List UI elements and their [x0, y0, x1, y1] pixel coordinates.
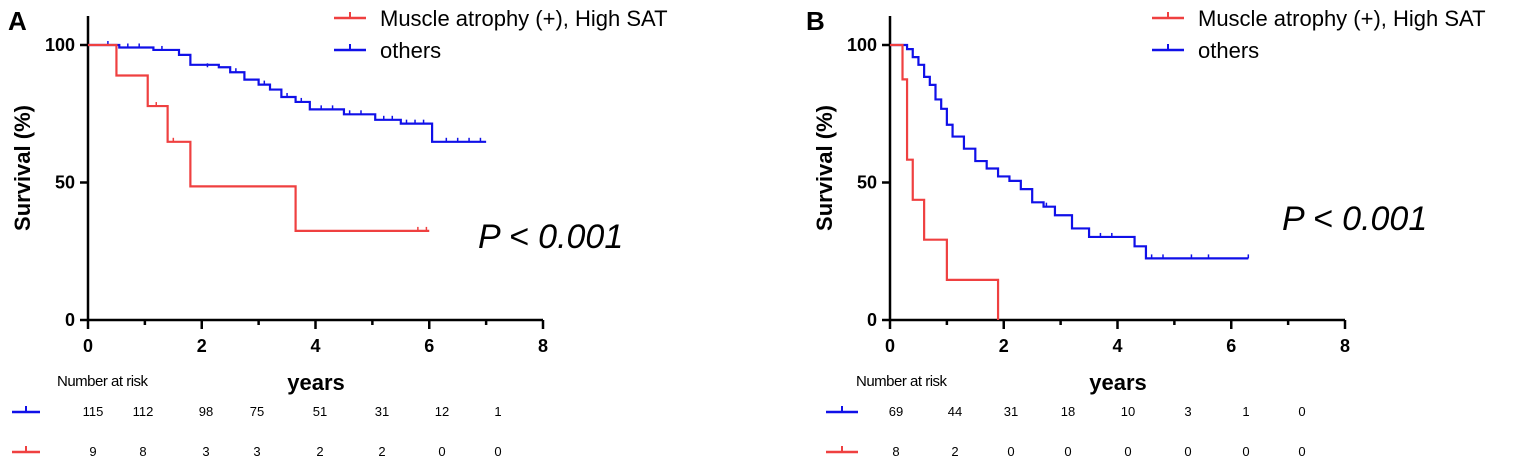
risk-count: 0: [1007, 444, 1014, 459]
y-tick-label: 0: [65, 310, 75, 330]
legend-entry: Muscle atrophy (+), High SAT: [380, 6, 668, 31]
risk-count: 3: [253, 444, 260, 459]
risk-count: 3: [202, 444, 209, 459]
risk-count: 0: [494, 444, 501, 459]
x-tick-label: 4: [1112, 336, 1122, 356]
legend-entry: others: [380, 38, 441, 63]
risk-count: 31: [1004, 404, 1018, 419]
legend: Muscle atrophy (+), High SAT others: [1152, 6, 1486, 63]
y-axis-label: Survival (%): [812, 105, 837, 231]
x-tick-label: 8: [1340, 336, 1350, 356]
risk-count: 44: [948, 404, 962, 419]
x-tick-label: 2: [197, 336, 207, 356]
x-tick-label: 6: [424, 336, 434, 356]
x-axis-label: years: [1089, 370, 1147, 395]
survival-curve-others: [890, 43, 1249, 260]
legend-entry: Muscle atrophy (+), High SAT: [1198, 6, 1486, 31]
y-tick-label: 50: [55, 173, 75, 193]
risk-count: 8: [139, 444, 146, 459]
legend-entry: others: [1198, 38, 1259, 63]
risk-count: 10: [1121, 404, 1135, 419]
p-value: P < 0.001: [1282, 200, 1427, 238]
panel-label: B: [806, 6, 825, 36]
risk-count: 9: [89, 444, 96, 459]
p-value: P < 0.001: [478, 218, 623, 256]
risk-count: 18: [1061, 404, 1075, 419]
risk-count: 69: [889, 404, 903, 419]
risk-count: 112: [133, 404, 154, 419]
risk-count: 31: [375, 404, 389, 419]
risk-table-title: Number at risk: [856, 373, 948, 390]
survival-curve-atrophy: [88, 43, 430, 232]
risk-count: 0: [1184, 444, 1191, 459]
risk-count: 1: [1242, 404, 1249, 419]
x-tick-label: 4: [310, 336, 320, 356]
y-tick-label: 50: [857, 173, 877, 193]
x-tick-label: 0: [83, 336, 93, 356]
x-tick-label: 2: [999, 336, 1009, 356]
x-tick-label: 8: [538, 336, 548, 356]
y-tick-label: 0: [867, 310, 877, 330]
y-tick-label: 100: [847, 35, 877, 55]
risk-count: 3: [1184, 404, 1191, 419]
risk-count: 75: [250, 404, 264, 419]
x-axis-label: years: [287, 370, 345, 395]
risk-count: 1: [494, 404, 501, 419]
risk-count: 2: [378, 444, 385, 459]
survival-curve-atrophy: [890, 43, 1000, 320]
risk-count: 8: [892, 444, 899, 459]
risk-count: 98: [199, 404, 213, 419]
risk-count: 0: [1124, 444, 1131, 459]
risk-count: 51: [313, 404, 327, 419]
risk-count: 0: [1298, 444, 1305, 459]
x-tick-label: 6: [1226, 336, 1236, 356]
risk-table-title: Number at risk: [57, 373, 149, 390]
y-axis-label: Survival (%): [10, 105, 35, 231]
risk-count: 2: [951, 444, 958, 459]
panel-label: A: [8, 6, 27, 36]
y-tick-label: 100: [45, 35, 75, 55]
legend: Muscle atrophy (+), High SAT others: [334, 6, 668, 63]
risk-count: 2: [316, 444, 323, 459]
risk-count: 115: [83, 404, 104, 419]
risk-count: 0: [1298, 404, 1305, 419]
risk-count: 12: [435, 404, 449, 419]
risk-count: 0: [1064, 444, 1071, 459]
x-tick-label: 0: [885, 336, 895, 356]
risk-count: 0: [438, 444, 445, 459]
risk-count: 0: [1242, 444, 1249, 459]
